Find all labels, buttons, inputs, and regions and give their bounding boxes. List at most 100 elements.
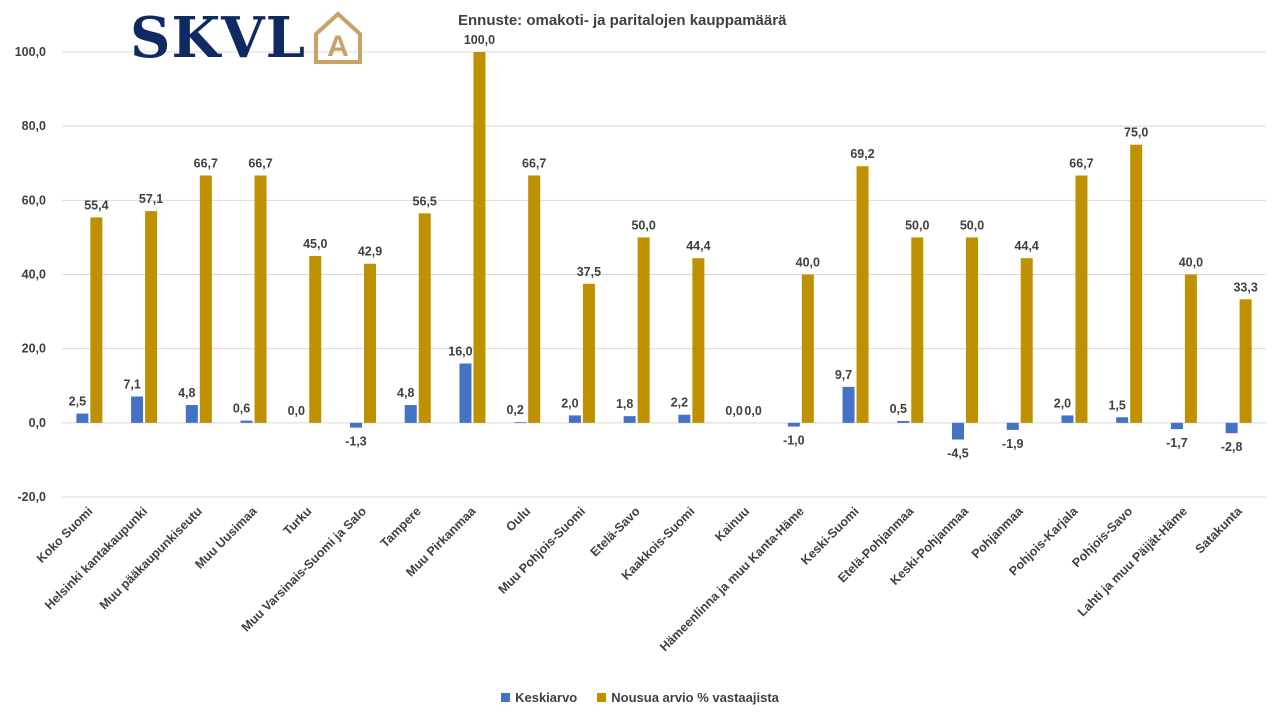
data-label: 75,0 bbox=[1124, 126, 1148, 140]
bar-keskiarvo bbox=[952, 422, 964, 440]
data-label: 66,7 bbox=[248, 156, 272, 170]
bar-nousua bbox=[1020, 258, 1033, 423]
data-label: 4,8 bbox=[178, 386, 195, 400]
bar-nousua bbox=[418, 213, 431, 423]
category-label: Koko Suomi bbox=[34, 504, 95, 565]
bar-keskiarvo bbox=[842, 386, 855, 423]
bar-nousua bbox=[199, 175, 212, 423]
data-label: 45,0 bbox=[303, 237, 327, 251]
bar-keskiarvo bbox=[459, 363, 472, 423]
bar-keskiarvo bbox=[1170, 422, 1183, 430]
category-label: Turku bbox=[281, 504, 315, 538]
bar-nousua bbox=[966, 237, 978, 423]
data-label: 57,1 bbox=[139, 192, 163, 206]
bar-nousua bbox=[856, 166, 869, 423]
data-label: 2,0 bbox=[561, 396, 578, 410]
data-label: 40,0 bbox=[796, 256, 820, 270]
skvl-logo: SKVL A bbox=[130, 8, 364, 68]
data-label: 0,0 bbox=[288, 404, 305, 418]
bar-keskiarvo bbox=[404, 405, 417, 423]
logo-wordmark: SKVL bbox=[130, 5, 306, 71]
chart-title: Ennuste: omakoti- ja paritalojen kauppam… bbox=[458, 12, 787, 29]
data-labels: 2,5 55,4 7,1 57,1 4,8 66,7 0,6 66,7 0,0 45,0 -1,3 4… bbox=[69, 33, 1258, 461]
data-label: 9,7 bbox=[835, 368, 852, 382]
data-label: 42,9 bbox=[358, 245, 382, 259]
house-logo-icon: A bbox=[313, 11, 362, 64]
y-tick-label: 80,0 bbox=[22, 119, 46, 133]
bar-nousua bbox=[637, 237, 650, 423]
data-label: 40,0 bbox=[1179, 256, 1203, 270]
bar-nousua bbox=[1239, 299, 1252, 423]
data-label: 44,4 bbox=[1015, 239, 1039, 253]
data-label: 0,0 bbox=[725, 404, 742, 418]
data-label: 2,5 bbox=[69, 395, 86, 409]
category-label: Muu pääkaupunkiseutu bbox=[97, 504, 205, 612]
bar-keskiarvo bbox=[185, 405, 198, 423]
bar-nousua bbox=[582, 283, 595, 423]
bar-keskiarvo bbox=[678, 414, 691, 423]
legend-label: Keskiarvo bbox=[515, 690, 578, 705]
data-label: 100,0 bbox=[464, 33, 495, 47]
bar-keskiarvo bbox=[1006, 422, 1019, 430]
y-axis-tick-labels: -20,0 0,0 20,0 40,0 60,0 80,0 100,0 bbox=[15, 45, 46, 504]
y-tick-label: 0,0 bbox=[29, 416, 46, 430]
bar-keskiarvo bbox=[568, 415, 581, 423]
bar-nousua bbox=[801, 274, 814, 423]
category-label: Oulu bbox=[503, 504, 533, 534]
data-label: 69,2 bbox=[850, 147, 874, 161]
data-label: 66,7 bbox=[194, 156, 218, 170]
data-label: -4,5 bbox=[947, 447, 969, 461]
data-label: 1,8 bbox=[616, 397, 633, 411]
data-label: 50,0 bbox=[905, 218, 929, 232]
data-label: 7,1 bbox=[123, 378, 140, 392]
bar-nousua bbox=[90, 217, 103, 423]
data-label: 37,5 bbox=[577, 265, 601, 279]
data-label: -1,3 bbox=[345, 435, 367, 449]
category-label: Kainuu bbox=[712, 504, 752, 544]
data-label: 66,7 bbox=[1069, 156, 1093, 170]
category-label: Tampere bbox=[378, 504, 424, 550]
category-label: Pohjanmaa bbox=[969, 503, 1027, 561]
data-label: 33,3 bbox=[1233, 280, 1257, 294]
bar-keskiarvo bbox=[240, 420, 253, 423]
bar-keskiarvo bbox=[514, 422, 527, 423]
bar-nousua bbox=[473, 52, 486, 423]
legend-swatch-blue bbox=[501, 693, 511, 702]
legend-label: Nousua arvio % vastaajista bbox=[611, 690, 779, 705]
bar-nousua bbox=[1075, 175, 1088, 423]
legend-item-nousua: Nousua arvio % vastaajista bbox=[597, 690, 779, 705]
data-label: 0,0 bbox=[744, 404, 761, 418]
bar-nousua bbox=[1130, 144, 1143, 423]
data-label: 55,4 bbox=[84, 198, 108, 212]
bar-keskiarvo bbox=[131, 396, 144, 423]
bars bbox=[76, 52, 1252, 440]
data-label: 1,5 bbox=[1108, 398, 1125, 412]
category-label: Etelä-Savo bbox=[588, 504, 643, 559]
data-label: 0,6 bbox=[233, 402, 250, 416]
y-tick-label: 100,0 bbox=[15, 45, 46, 59]
data-label: 44,4 bbox=[686, 239, 710, 253]
legend-item-keskiarvo: Keskiarvo bbox=[501, 690, 577, 705]
bar-nousua bbox=[528, 175, 541, 423]
data-label: 0,5 bbox=[890, 402, 907, 416]
data-label: 0,2 bbox=[506, 403, 523, 417]
bar-keskiarvo bbox=[350, 422, 362, 428]
bar-nousua bbox=[145, 211, 158, 423]
bar-keskiarvo bbox=[1116, 417, 1129, 423]
data-label: 2,2 bbox=[671, 396, 688, 410]
data-label: -1,0 bbox=[783, 434, 805, 448]
data-label: 66,7 bbox=[522, 156, 546, 170]
bar-keskiarvo bbox=[1061, 415, 1074, 423]
data-label: 50,0 bbox=[960, 218, 984, 232]
legend: Keskiarvo Nousua arvio % vastaajista bbox=[0, 690, 1280, 705]
data-label: -1,9 bbox=[1002, 437, 1024, 451]
data-label: 16,0 bbox=[448, 345, 472, 359]
data-label: -1,7 bbox=[1166, 436, 1188, 450]
data-label: -2,8 bbox=[1221, 440, 1243, 454]
y-tick-label: -20,0 bbox=[18, 490, 47, 504]
bar-keskiarvo bbox=[897, 420, 910, 423]
y-tick-label: 40,0 bbox=[22, 268, 46, 282]
bar-nousua bbox=[692, 258, 705, 423]
